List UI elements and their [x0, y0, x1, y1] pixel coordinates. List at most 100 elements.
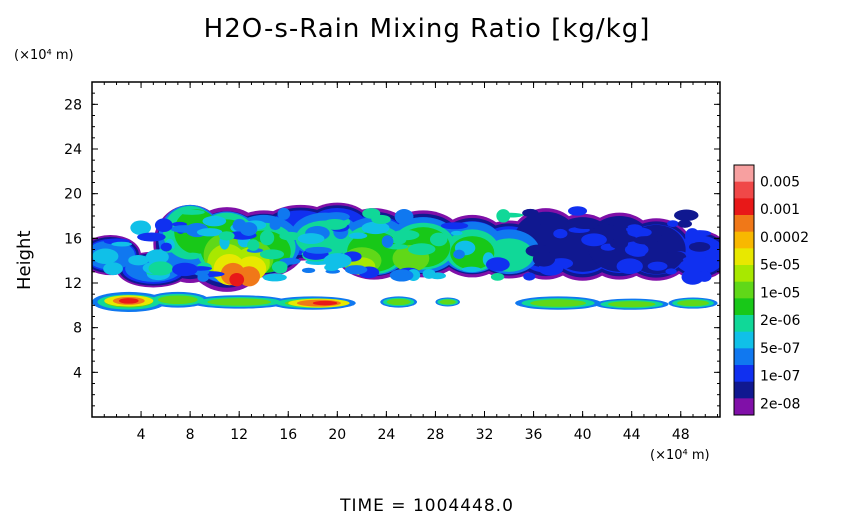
- field-cell: [269, 220, 281, 231]
- field-cell: [581, 233, 607, 247]
- field-cell: [530, 299, 586, 307]
- field-cell: [172, 262, 198, 277]
- y-tick-label: 4: [73, 365, 82, 381]
- field-cell: [461, 266, 482, 273]
- x-tick-label: 16: [279, 427, 297, 443]
- legend-label: 0.0002: [760, 230, 809, 246]
- field-cell: [130, 220, 152, 235]
- field-cell: [305, 246, 333, 254]
- field-cell: [650, 244, 670, 250]
- field-cell: [145, 249, 169, 265]
- field-cell: [523, 272, 536, 281]
- legend-swatch: [734, 398, 754, 416]
- field-cell: [667, 220, 679, 228]
- field-cell: [277, 207, 291, 220]
- legend-label: 5e-05: [760, 258, 800, 274]
- field-cell: [627, 227, 652, 238]
- field-cell: [170, 225, 200, 233]
- legend-frame: [733, 164, 755, 416]
- field-cell: [677, 219, 692, 228]
- legend-label: 2e-06: [760, 313, 800, 329]
- field-cell: [207, 298, 272, 306]
- field-cell: [323, 212, 350, 222]
- field-cell: [422, 268, 436, 279]
- field-cell: [371, 214, 391, 224]
- field-cell: [128, 255, 149, 266]
- field-cell: [297, 233, 325, 244]
- field-cell: [490, 273, 505, 281]
- field-cell: [344, 265, 368, 275]
- x-tick-label: 32: [476, 427, 494, 443]
- field-cell: [549, 258, 574, 269]
- legend-swatch: [734, 231, 754, 249]
- field-cell: [301, 267, 316, 274]
- x-tick-label: 24: [377, 427, 395, 443]
- x-tick-label: 48: [672, 427, 690, 443]
- field-cell: [196, 228, 223, 237]
- x-tick-label: 4: [137, 427, 146, 443]
- field-cell: [324, 263, 339, 272]
- legend-swatch: [734, 348, 754, 366]
- legend-swatch: [734, 315, 754, 333]
- field-cell: [312, 300, 338, 306]
- time-label: TIME = 1004448.0: [340, 496, 514, 516]
- field-cell: [247, 239, 260, 251]
- field-cell: [647, 261, 668, 271]
- legend-swatch: [734, 331, 754, 349]
- field-cell: [111, 241, 132, 247]
- field-cell: [386, 298, 411, 306]
- legend-swatch: [734, 215, 754, 233]
- field-cell: [518, 222, 542, 229]
- field-cell: [677, 300, 709, 307]
- field-cell: [279, 231, 302, 241]
- chart-title: H2O-s-Rain Mixing Ratio [kg/kg]: [203, 14, 651, 44]
- y-tick-label: 8: [73, 321, 82, 337]
- x-tick-label: 28: [427, 427, 445, 443]
- field-cell: [607, 301, 656, 308]
- field-cell: [137, 232, 166, 242]
- field-cell: [663, 250, 687, 264]
- heatmap-field: [92, 202, 720, 313]
- field-cell: [630, 251, 646, 257]
- field-cell: [674, 209, 699, 222]
- field-cell: [564, 245, 590, 252]
- field-cell: [665, 268, 677, 275]
- field-cell: [429, 232, 448, 247]
- y-tick-label: 20: [64, 187, 82, 203]
- field-cell: [540, 237, 562, 247]
- y-axis-unit: (×10⁴ m): [14, 48, 74, 63]
- x-tick-label: 40: [574, 427, 592, 443]
- field-cell: [92, 248, 119, 264]
- legend-swatch: [734, 248, 754, 266]
- legend-label: 2e-08: [760, 397, 800, 413]
- field-cell: [681, 269, 704, 285]
- field-cell: [202, 215, 227, 227]
- field-cell: [453, 249, 465, 260]
- legend-label: 1e-05: [760, 285, 800, 301]
- legend-swatch: [734, 381, 754, 399]
- field-cell: [439, 299, 456, 305]
- x-tick-label: 12: [230, 427, 248, 443]
- field-cell: [184, 252, 201, 259]
- field-cell: [633, 236, 659, 245]
- field-cell: [178, 209, 205, 215]
- field-cell: [160, 242, 172, 252]
- field-cell: [148, 261, 173, 276]
- legend-swatch: [734, 198, 754, 216]
- legend-swatch: [734, 298, 754, 316]
- legend-swatch: [734, 165, 754, 183]
- field-cell: [394, 209, 414, 225]
- field-cell: [103, 262, 123, 276]
- field-cell: [391, 229, 420, 241]
- legend-label: 5e-07: [760, 341, 800, 357]
- field-cell: [189, 266, 213, 271]
- x-tick-label: 8: [186, 427, 195, 443]
- field-cell: [218, 231, 235, 241]
- y-tick-label: 12: [64, 276, 82, 292]
- field-cell: [229, 272, 245, 287]
- field-cell: [498, 212, 524, 218]
- field-cell: [682, 255, 709, 264]
- field-cell: [259, 249, 285, 260]
- field-cell: [407, 243, 436, 256]
- field-cell: [271, 261, 288, 273]
